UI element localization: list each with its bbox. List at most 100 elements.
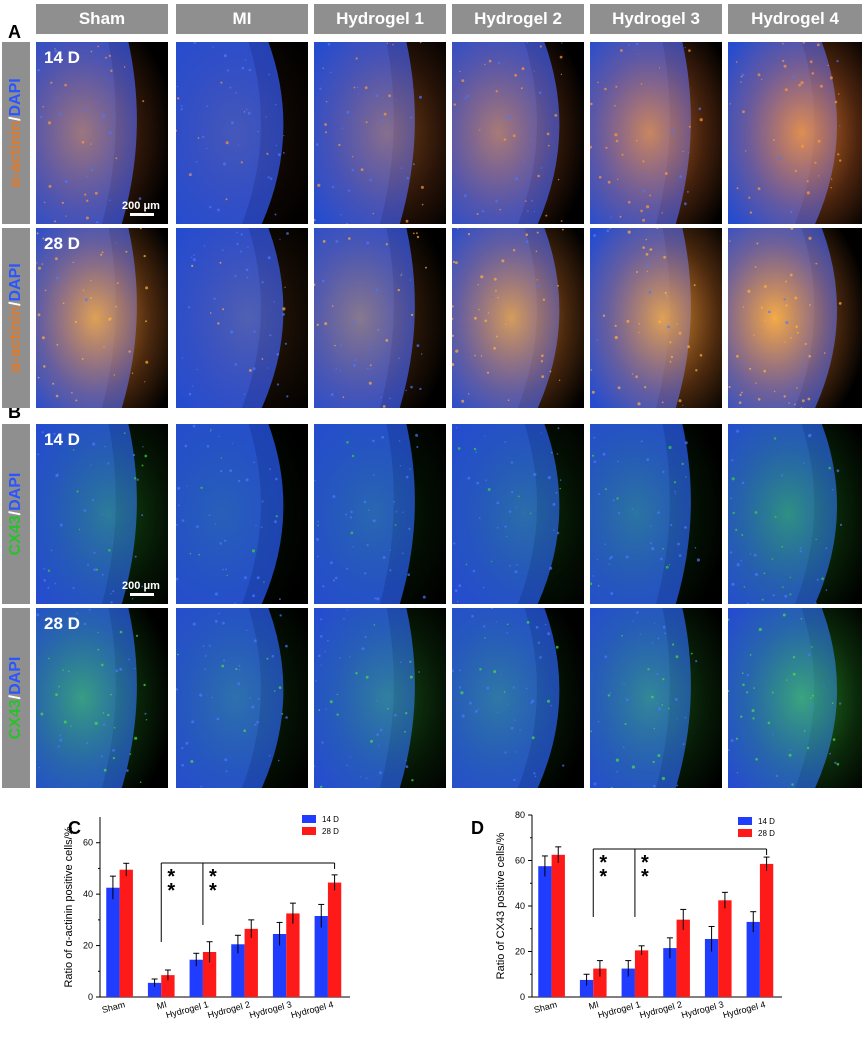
bar-14d: [272, 934, 287, 997]
x-tick-label: Hydrogel 2: [638, 999, 683, 1020]
bar-14d: [746, 921, 760, 997]
stain-name: α-actinin: [7, 305, 24, 373]
bar-14d: [663, 948, 677, 997]
bar-28d: [119, 869, 133, 997]
bar-28d: [327, 882, 342, 997]
bar-14d: [189, 959, 203, 997]
micrograph-cx43-28d-hydrogel-3: [590, 608, 722, 788]
micrograph-actinin-28d-hydrogel-4: [728, 228, 862, 408]
y-tick-label: 60: [515, 856, 525, 866]
bar-28d: [244, 928, 258, 997]
column-header-hydrogel-3: Hydrogel 3: [590, 4, 722, 34]
stain-name: CX43: [7, 515, 24, 556]
scale-bar: 200 μm: [118, 580, 164, 596]
stain-dapi: DAPI: [7, 263, 24, 302]
scale-bar: 200 μm: [118, 200, 164, 216]
legend-label: 14 D: [322, 815, 339, 824]
row-label-actinin-28d: α-actinin/DAPI: [2, 228, 30, 408]
stain-dapi: DAPI: [7, 78, 24, 117]
stain-separator: /: [7, 694, 24, 700]
micrograph-cx43-14d-mi: [176, 424, 308, 604]
x-tick-label: Hydrogel 1: [597, 999, 642, 1020]
y-tick-label: 0: [520, 992, 525, 1002]
column-header-mi: MI: [176, 4, 308, 34]
y-tick-label: 80: [515, 810, 525, 820]
chart-d: 0 20 40 60 80 Ratio of CX43 positive cells/% S…: [495, 810, 782, 1020]
micrograph-cx43-14d-sham: 14 D 200 μm: [36, 424, 168, 604]
bar-14d: [231, 944, 245, 997]
micrograph-cx43-14d-hydrogel-2: [452, 424, 584, 604]
stain-separator: /: [7, 510, 24, 516]
y-tick-label: 20: [515, 947, 525, 957]
micrograph-actinin-28d-hydrogel-3: [590, 228, 722, 408]
bar-28d: [634, 950, 649, 997]
panel-letter-c: C: [68, 818, 81, 838]
micrograph-cx43-14d-hydrogel-4: [728, 424, 862, 604]
bar-28d: [202, 952, 217, 997]
x-tick-label: Hydrogel 4: [722, 999, 767, 1020]
micrograph-actinin-28d-hydrogel-1: [314, 228, 446, 408]
y-axis-label: Ratio of α-actinin positive cells/%: [63, 826, 75, 987]
significance-star: *: [209, 880, 217, 902]
y-tick-label: 0: [88, 992, 93, 1002]
legend-swatch: [302, 815, 316, 823]
x-tick-label: Hydrogel 4: [290, 999, 335, 1020]
x-tick-label: Hydrogel 2: [206, 999, 251, 1020]
scale-bar-label: 200 μm: [122, 580, 160, 592]
column-header-hydrogel-1: Hydrogel 1: [314, 4, 446, 34]
x-tick-label: MI: [588, 999, 600, 1011]
row-label-cx43-28d: CX43/DAPI: [2, 608, 30, 788]
significance-star: *: [209, 866, 217, 888]
chart-c: 0 20 40 60 Ratio of α-actinin positive cells…: [63, 815, 350, 1020]
stain-name: α-actinin: [7, 120, 24, 188]
day-label: 28 D: [44, 234, 80, 253]
bar-14d: [314, 916, 328, 997]
scale-bar-line: [130, 213, 154, 216]
legend-swatch: [738, 829, 752, 837]
micrograph-actinin-14d-mi: [176, 42, 308, 224]
stain-dapi: DAPI: [7, 656, 24, 695]
micrograph-cx43-28d-hydrogel-2: [452, 608, 584, 788]
bar-14d: [106, 887, 120, 997]
micrograph-actinin-28d-sham: 28 D: [36, 228, 168, 408]
significance-star: *: [167, 866, 175, 888]
x-tick-label: Hydrogel 3: [680, 999, 725, 1020]
x-tick-label: Hydrogel 1: [165, 999, 210, 1020]
legend-label: 28 D: [758, 829, 775, 838]
bar-28d: [593, 968, 607, 997]
row-label-actinin-14d: α-actinin/DAPI: [2, 42, 30, 224]
column-header-hydrogel-4: Hydrogel 4: [728, 4, 862, 34]
column-header-hydrogel-2: Hydrogel 2: [452, 4, 584, 34]
micrograph-actinin-28d-mi: [176, 228, 308, 408]
micrograph-cx43-28d-sham: 28 D: [36, 608, 168, 788]
legend-label: 14 D: [758, 817, 775, 826]
day-label: 28 D: [44, 614, 80, 633]
micrograph-actinin-14d-hydrogel-2: [452, 42, 584, 224]
y-tick-label: 40: [83, 889, 93, 899]
stain-dapi: DAPI: [7, 472, 24, 511]
x-tick-label: Sham: [101, 999, 126, 1015]
legend-swatch: [738, 817, 752, 825]
stain-name: CX43: [7, 699, 24, 740]
day-label: 14 D: [44, 48, 80, 67]
bar-28d: [718, 900, 732, 997]
bar-28d: [759, 863, 774, 997]
micrograph-cx43-28d-hydrogel-1: [314, 608, 446, 788]
legend-label: 28 D: [322, 827, 339, 836]
day-label: 14 D: [44, 430, 80, 449]
x-tick-label: Hydrogel 3: [248, 999, 293, 1020]
significance-star: *: [641, 866, 649, 888]
bar-14d: [147, 982, 162, 997]
micrograph-cx43-14d-hydrogel-3: [590, 424, 722, 604]
micrograph-actinin-14d-hydrogel-4: [728, 42, 862, 224]
bar-28d: [676, 919, 690, 997]
column-header-sham: Sham: [36, 4, 168, 34]
significance-star: *: [167, 880, 175, 902]
stain-separator: /: [7, 116, 24, 121]
bar-28d: [286, 913, 300, 997]
micrograph-actinin-14d-sham: 14 D 200 μm: [36, 42, 168, 224]
bar-14d: [579, 979, 594, 997]
bar-28d: [161, 975, 175, 997]
micrograph-cx43-28d-mi: [176, 608, 308, 788]
legend-swatch: [302, 827, 316, 835]
